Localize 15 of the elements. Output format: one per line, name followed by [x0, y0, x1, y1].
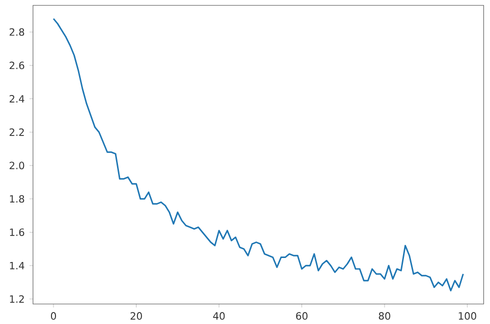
y-tick-label: 2.4: [10, 95, 24, 102]
x-tick-label: 0: [50, 312, 56, 320]
y-tick-label: 1.2: [10, 295, 24, 303]
y-tick-label: 2.2: [10, 128, 24, 136]
x-tick-label: 100: [458, 312, 476, 320]
x-tick-label: 40: [213, 312, 225, 320]
x-tick-label: 20: [130, 312, 142, 320]
y-tick-label: 2.0: [10, 162, 24, 170]
y-tick-label: 2.8: [10, 28, 24, 36]
y-tick-label: 1.6: [10, 228, 24, 236]
y-tick-label: 1.8: [10, 195, 24, 203]
x-tick-label: 80: [378, 312, 390, 320]
x-tick-label: 60: [296, 312, 308, 320]
y-tick-label: 2.6: [10, 62, 24, 70]
y-tick-label: 1.4: [10, 262, 24, 270]
